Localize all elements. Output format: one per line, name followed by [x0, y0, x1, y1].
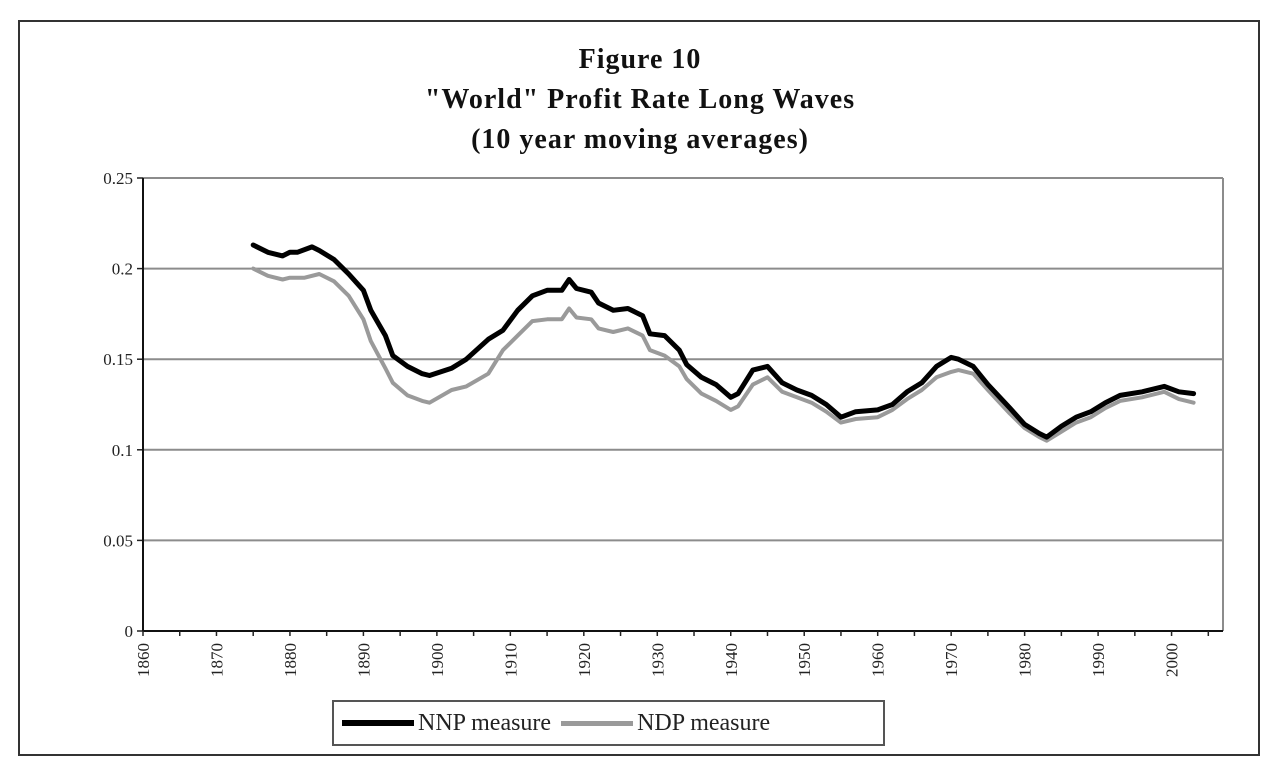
legend-swatch-nnp: [342, 720, 414, 726]
x-tick-label: 1980: [1016, 643, 1035, 677]
y-tick-label: 0.1: [112, 441, 133, 460]
legend-swatch-ndp: [561, 720, 634, 726]
x-tick-label: 1930: [648, 643, 667, 677]
y-tick-label: 0.2: [112, 260, 133, 279]
x-tick-label: 1960: [869, 643, 888, 677]
chart-title: Figure 10: [578, 44, 702, 75]
y-tick-label: 0: [125, 622, 134, 641]
x-tick-label: 1940: [722, 643, 741, 677]
legend-label-ndp: NDP measure: [637, 709, 771, 736]
series-line-nnp: [250, 242, 1197, 440]
y-tick-label: 0.15: [103, 350, 133, 369]
legend: NNP measure NDP measure: [332, 700, 885, 746]
x-tick-label: 2000: [1163, 643, 1182, 677]
x-tick-label: 1870: [207, 643, 226, 677]
x-tick-label: 1860: [134, 643, 153, 677]
x-tick-label: 1970: [942, 643, 961, 677]
legend-label-nnp: NNP measure: [418, 709, 552, 736]
x-tick-label: 1950: [795, 643, 814, 677]
x-tick-label: 1920: [575, 643, 594, 677]
x-tick-label: 1910: [501, 643, 520, 677]
y-tick-label: 0.25: [103, 169, 133, 188]
chart-subtitle-1: "World" Profit Rate Long Waves: [424, 84, 856, 115]
chart-subtitle-2: (10 year moving averages): [471, 124, 809, 155]
chart-frame: [18, 20, 1260, 756]
x-tick-label: 1880: [281, 643, 300, 677]
legend-item-ndp: NDP measure: [561, 710, 770, 737]
legend-item-nnp: NNP measure: [342, 710, 551, 737]
series-line-ndp: [251, 266, 1196, 443]
x-tick-label: 1900: [428, 643, 447, 677]
x-tick-label: 1990: [1089, 643, 1108, 677]
y-tick-label: 0.05: [103, 531, 133, 550]
x-tick-label: 1890: [354, 643, 373, 677]
